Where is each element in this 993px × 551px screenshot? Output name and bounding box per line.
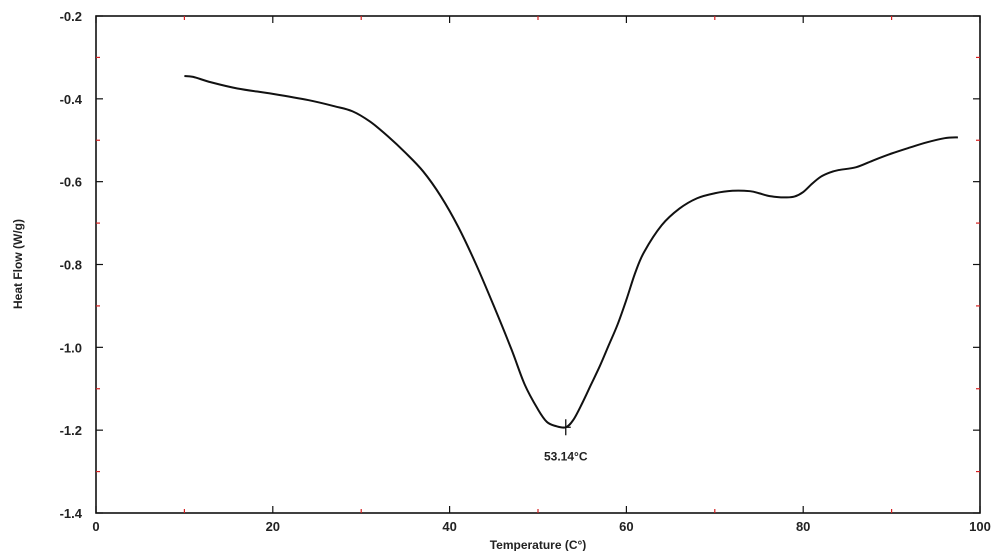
y-tick-label: -0.6	[60, 175, 82, 190]
y-tick-label: -1.4	[60, 506, 83, 521]
x-tick-label: 60	[619, 519, 633, 534]
x-tick-label: 40	[442, 519, 456, 534]
axis-ticks	[95, 15, 981, 514]
y-axis-title: Heat Flow (W/g)	[11, 219, 25, 309]
y-tick-label: -0.2	[60, 9, 82, 24]
x-tick-label: 100	[969, 519, 991, 534]
y-tick-label: -1.2	[60, 423, 82, 438]
annotation-layer: 53.14°C	[544, 419, 588, 463]
x-tick-label: 0	[92, 519, 99, 534]
x-axis-title: Temperature (C°)	[490, 538, 587, 551]
x-tick-label: 80	[796, 519, 810, 534]
y-tick-label: -0.8	[60, 258, 82, 273]
peak-annotation: 53.14°C	[544, 449, 588, 463]
tick-labels: 0 20 40 60 80 100 -1.4 -1.2 -1.0 -0.8 -0.6 -0.4 -0.2	[60, 9, 991, 534]
y-tick-label: -0.4	[60, 92, 83, 107]
series-layer	[184, 75, 958, 429]
y-tick-label: -1.0	[60, 340, 82, 355]
x-tick-label: 20	[266, 519, 280, 534]
series-line	[184, 75, 958, 429]
plot-frame	[95, 15, 981, 514]
